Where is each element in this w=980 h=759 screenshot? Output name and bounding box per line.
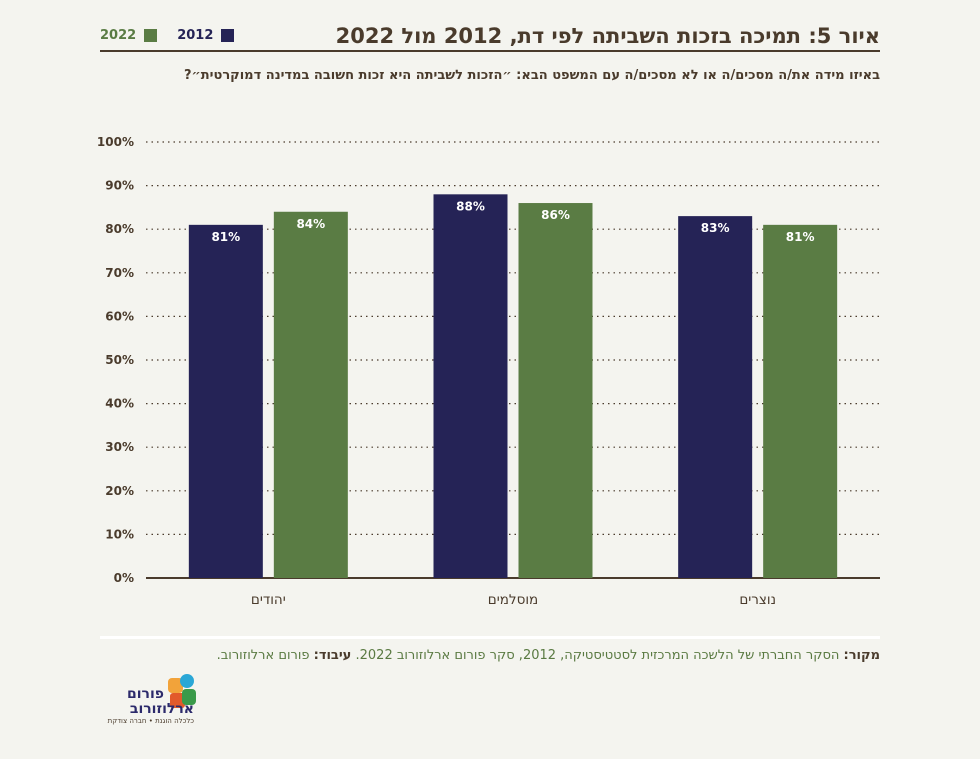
legend-swatch-2012 [221,29,235,42]
legend-item-2012: 2012 [177,28,235,43]
legend: 2022 2012 [100,28,235,43]
legend-label-2022: 2022 [100,28,137,43]
bar [518,203,593,579]
processing-label: עיבוד: [313,648,352,663]
logo-line1: פורום [127,686,164,702]
logo-mark-icon [168,674,196,708]
bar [273,211,348,578]
logo-tagline: כלכלה הוגנת • חברה צודקת [107,717,194,725]
chart-title: איור 5: תמיכה בזכות השביתה לפי דת, 2012 … [335,24,880,48]
source-note: מקור: הסקר החברתי של הלשכה המרכזית לסטטי… [217,648,880,663]
logo-line2: ארלוזורוב [129,701,194,717]
data-label: 86% [541,208,570,222]
bar [188,224,263,578]
y-tick-label: 70% [105,266,134,280]
y-tick-label: 30% [105,440,134,454]
data-label: 84% [296,217,325,231]
y-tick-label: 10% [105,527,134,541]
processing-text: פורום ארלוזורוב. [216,648,310,663]
x-category-label: מוסלמים [488,592,538,608]
legend-swatch-2022 [144,29,158,42]
data-label: 88% [456,199,485,213]
bar [763,224,838,578]
title-divider [100,50,880,52]
bar [678,216,753,578]
y-tick-label: 40% [105,397,134,411]
source-divider [100,636,880,639]
y-tick-label: 0% [114,571,134,585]
bar-chart: 0% 10% 20% 30% 40% 50% 60% 70% 80% 90% 100% 81% 84% י… [97,135,880,608]
data-label: 81% [211,230,240,244]
source-label: מקור: [843,648,880,663]
source-text: הסקר החברתי של הלשכה המרכזית לסטטיסטיקה,… [355,648,840,663]
y-tick-label: 90% [105,179,134,193]
y-tick-label: 100% [97,135,134,149]
y-tick-label: 60% [105,309,134,323]
y-tick-label: 20% [105,484,134,498]
y-tick-label: 50% [105,353,134,367]
chart-subtitle: באיזו מידה את/ה מסכים/ה או לא מסכים/ה עם… [184,68,880,83]
legend-label-2012: 2012 [177,28,214,43]
y-tick-label: 80% [105,222,134,236]
data-label: 81% [786,230,815,244]
bar [433,194,508,578]
legend-item-2022: 2022 [100,28,158,43]
x-category-label: יהודים [251,592,286,608]
data-label: 83% [701,221,730,235]
arlozorov-forum-logo: פורום ארלוזורוב כלכלה הוגנת • חברה צודקת [100,672,200,732]
x-category-label: נוצרים [739,592,776,608]
